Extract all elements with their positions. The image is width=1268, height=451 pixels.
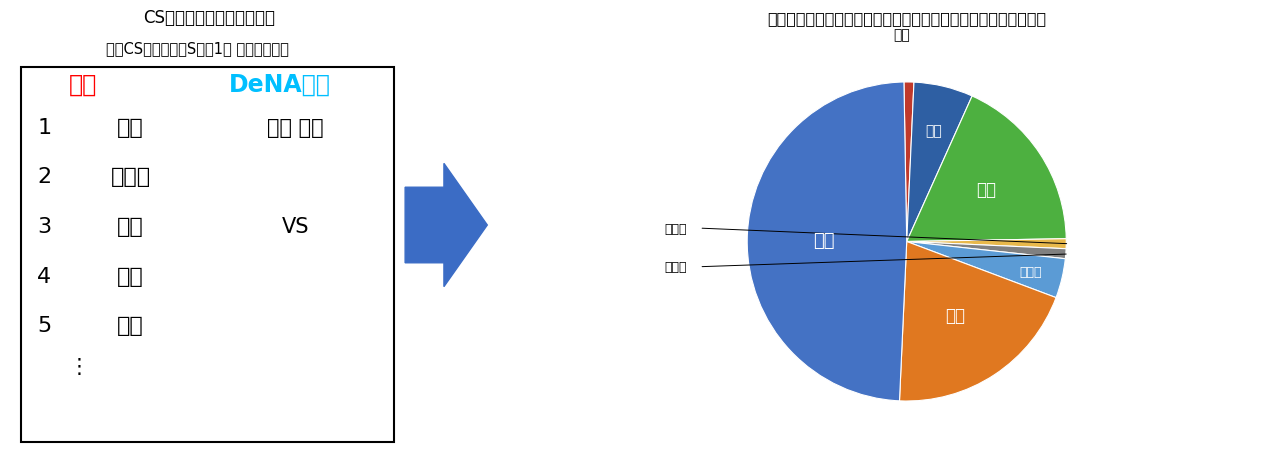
Text: 凡打: 凡打 bbox=[813, 232, 834, 250]
Wedge shape bbox=[907, 97, 1066, 242]
Wedge shape bbox=[907, 239, 1066, 249]
Text: 広島: 広島 bbox=[70, 72, 98, 96]
Text: 四球: 四球 bbox=[924, 124, 942, 138]
Text: ⋮: ⋮ bbox=[68, 356, 90, 376]
Text: 1: 1 bbox=[37, 117, 51, 137]
FancyArrow shape bbox=[406, 164, 487, 287]
Text: 三塁打: 三塁打 bbox=[664, 261, 687, 274]
Text: 二塁打: 二塁打 bbox=[1019, 265, 1042, 278]
Text: 會澤: 會澤 bbox=[117, 316, 145, 336]
Text: セ・CSファーストS　第1戦 出場予想選手: セ・CSファーストS 第1戦 出場予想選手 bbox=[107, 41, 289, 55]
Text: 菊池涼: 菊池涼 bbox=[110, 167, 151, 187]
Text: 4: 4 bbox=[37, 266, 51, 286]
Text: 死球: 死球 bbox=[893, 28, 909, 42]
Text: 鈴木: 鈴木 bbox=[117, 216, 145, 236]
Text: 長野: 長野 bbox=[117, 266, 145, 286]
Wedge shape bbox=[907, 242, 1065, 298]
Wedge shape bbox=[747, 83, 907, 401]
Wedge shape bbox=[907, 242, 1066, 259]
Wedge shape bbox=[899, 242, 1056, 401]
Text: 単打: 単打 bbox=[945, 306, 965, 324]
FancyBboxPatch shape bbox=[20, 68, 394, 442]
Text: CS出場選手をリストアップ: CS出場選手をリストアップ bbox=[143, 9, 275, 27]
Text: 2: 2 bbox=[37, 167, 51, 187]
Text: 先発 今永: 先発 今永 bbox=[268, 117, 325, 137]
Text: DeNA投手: DeNA投手 bbox=[230, 72, 331, 96]
Text: 3: 3 bbox=[37, 216, 51, 236]
Text: VS: VS bbox=[281, 216, 309, 236]
Wedge shape bbox=[907, 83, 973, 242]
Text: 三振: 三振 bbox=[976, 180, 997, 198]
Text: 過去成績をもとに打席結果をシミュレートするルーレットを作成: 過去成績をもとに打席結果をシミュレートするルーレットを作成 bbox=[767, 11, 1046, 26]
Wedge shape bbox=[904, 83, 914, 242]
Text: 5: 5 bbox=[37, 316, 51, 336]
Text: 西川: 西川 bbox=[117, 117, 145, 137]
Text: 本塁打: 本塁打 bbox=[664, 222, 687, 235]
